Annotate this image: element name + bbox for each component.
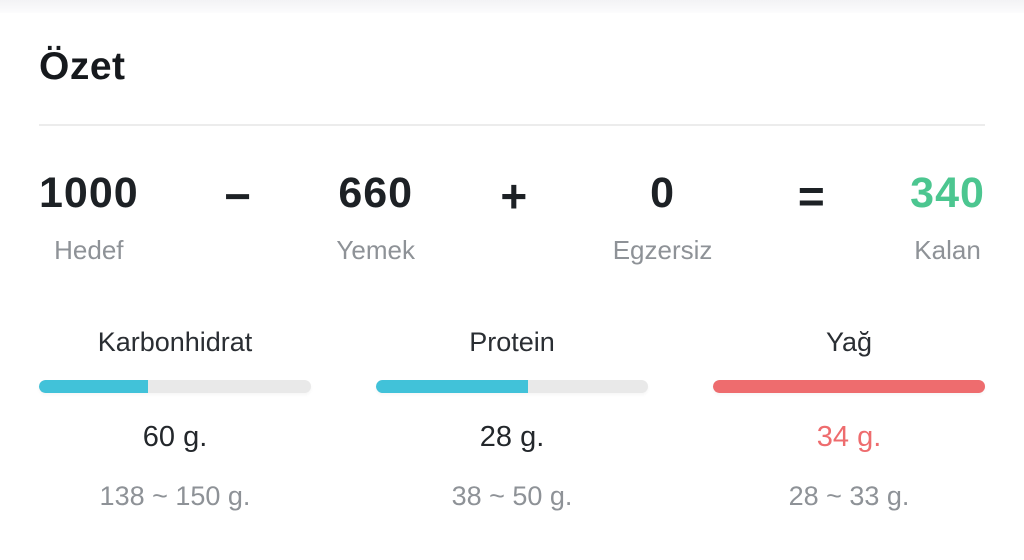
goal-value: 1000 <box>39 168 139 217</box>
macro-protein: Protein 28 g. 38 ~ 50 g. <box>376 326 648 513</box>
protein-progress-bar <box>376 380 648 394</box>
remaining-value: 340 <box>910 168 985 217</box>
macros-section: Karbonhidrat 60 g. 138 ~ 150 g. Protein … <box>39 326 985 513</box>
summary-card: Özet 1000 Hedef − 660 Yemek + 0 Egzersiz… <box>0 44 1024 513</box>
carbs-name: Karbonhidrat <box>97 326 253 357</box>
macro-carbs: Karbonhidrat 60 g. 138 ~ 150 g. <box>39 326 311 513</box>
page-top-edge <box>0 0 1024 13</box>
food-value: 660 <box>338 168 414 217</box>
calorie-goal-column: 1000 Hedef <box>39 168 139 266</box>
carbs-range: 138 ~ 150 g. <box>99 481 251 512</box>
fat-progress-bar <box>713 380 985 394</box>
fat-progress-fill <box>713 380 985 394</box>
fat-range: 28 ~ 33 g. <box>788 481 910 512</box>
plus-operator: + <box>500 169 528 222</box>
protein-name: Protein <box>469 326 555 357</box>
protein-range: 38 ~ 50 g. <box>451 481 573 512</box>
goal-label: Hedef <box>54 234 124 265</box>
carbs-progress-fill <box>39 380 148 394</box>
protein-progress-fill <box>376 380 529 394</box>
protein-value: 28 g. <box>479 421 545 454</box>
fat-name: Yağ <box>825 326 873 357</box>
calorie-remaining-column: 340 Kalan <box>910 168 985 266</box>
food-label: Yemek <box>336 234 415 265</box>
calorie-exercise-column: 0 Egzersiz <box>612 168 713 266</box>
title-divider <box>39 123 985 126</box>
exercise-label: Egzersiz <box>612 234 713 265</box>
carbs-progress-bar <box>39 380 311 394</box>
remaining-label: Kalan <box>914 234 981 265</box>
carbs-value: 60 g. <box>142 421 208 454</box>
fat-value: 34 g. <box>816 421 882 454</box>
page-title: Özet <box>39 45 126 88</box>
minus-operator: − <box>224 169 251 222</box>
calorie-food-column: 660 Yemek <box>336 168 415 266</box>
exercise-value: 0 <box>650 168 676 217</box>
equals-operator: = <box>797 169 825 222</box>
macro-fat: Yağ 34 g. 28 ~ 33 g. <box>713 326 985 513</box>
calorie-equation: 1000 Hedef − 660 Yemek + 0 Egzersiz = 34… <box>39 168 985 266</box>
